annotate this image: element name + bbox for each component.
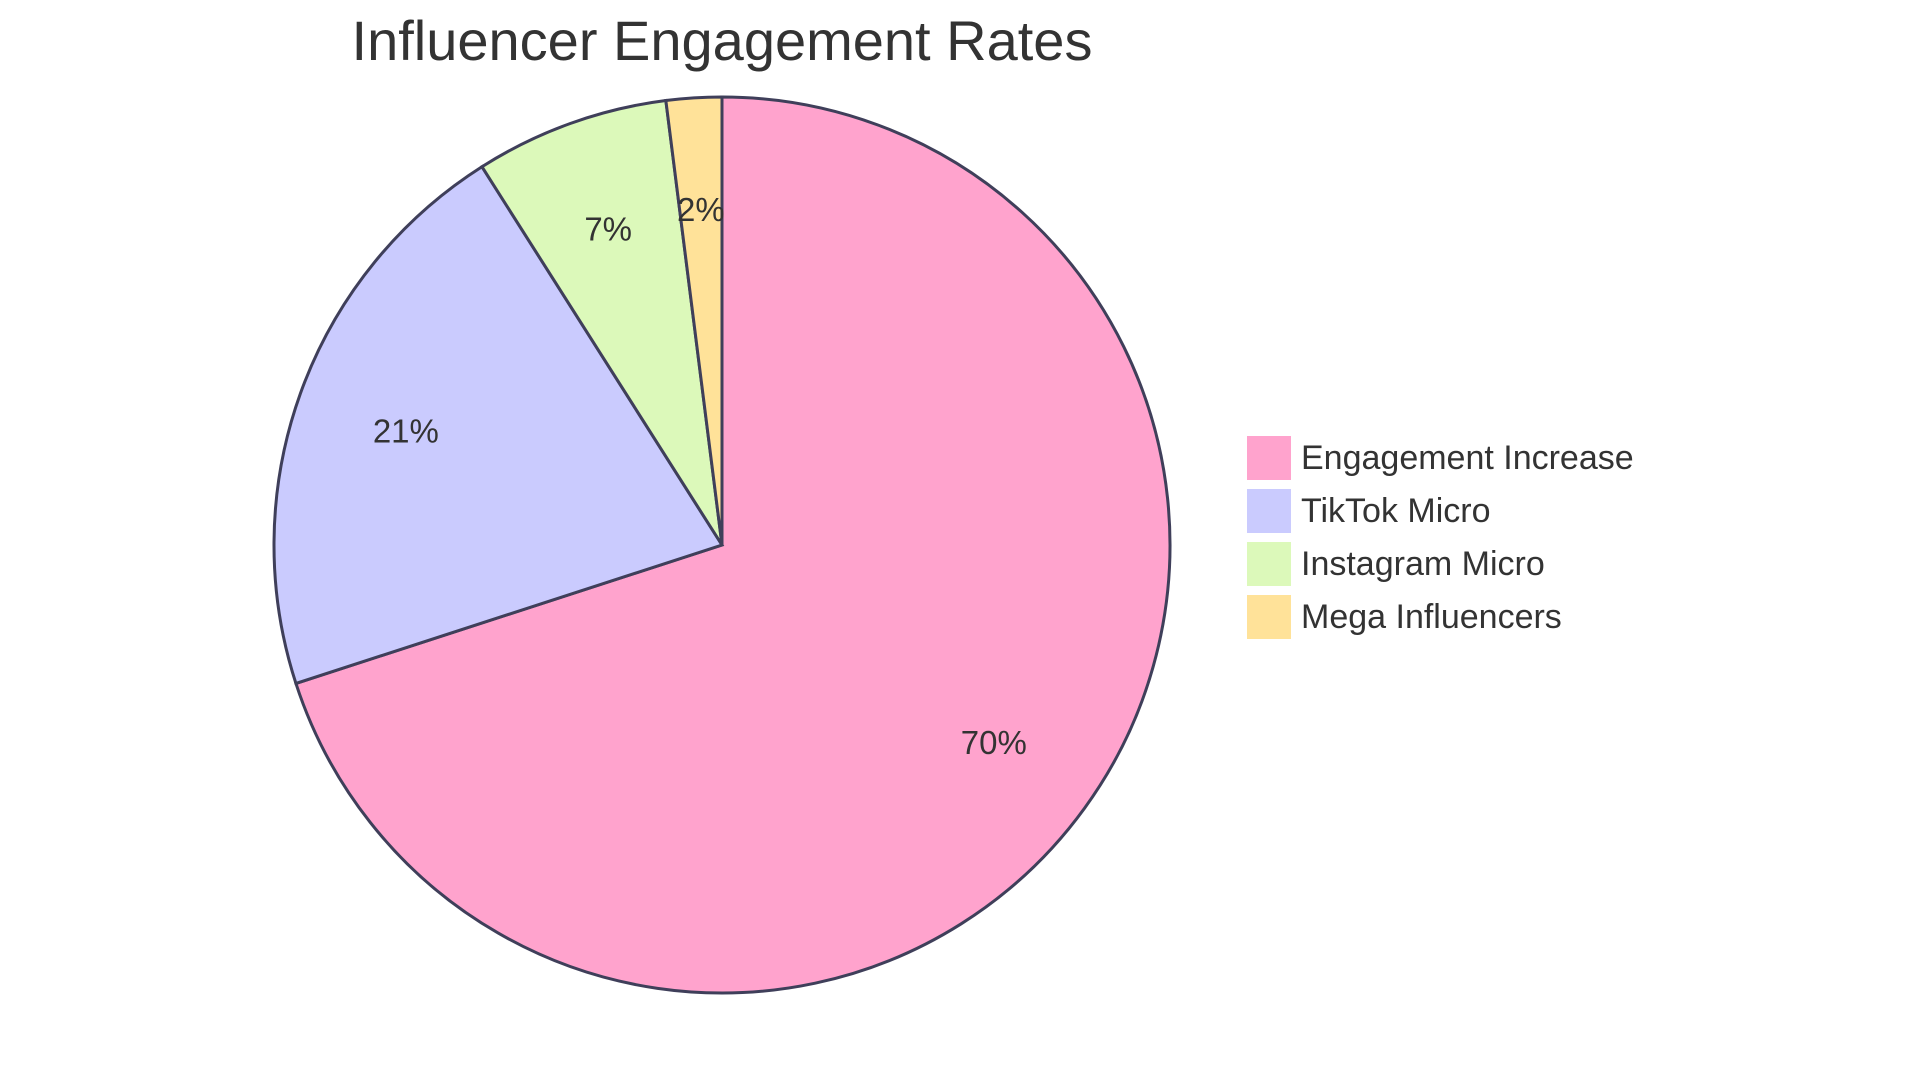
- slice-label-instagram-micro: 7%: [584, 210, 632, 247]
- legend-swatch-tiktok-micro: [1247, 489, 1291, 533]
- legend-swatch-instagram-micro: [1247, 542, 1291, 586]
- pie-slice-labels: 70% 21% 7% 2%: [373, 191, 1027, 761]
- slice-label-engagement-increase: 70%: [961, 724, 1027, 761]
- legend-label-engagement-increase: Engagement Increase: [1301, 439, 1634, 477]
- legend-label-tiktok-micro: TikTok Micro: [1301, 492, 1491, 530]
- pie-slice-tiktok-micro: [272, 164, 725, 686]
- slice-label-mega-influencers: 2%: [677, 191, 725, 228]
- legend-label-mega-influencers: Mega Influencers: [1301, 598, 1562, 636]
- slice-label-tiktok-micro: 21%: [373, 413, 439, 450]
- legend: Engagement Increase TikTok Micro Instagram…: [1247, 436, 1634, 639]
- legend-label-instagram-micro: Instagram Micro: [1301, 545, 1545, 583]
- pie-slice-mega-influencers: [664, 95, 724, 546]
- pie-slice-engagement-increase: [294, 95, 1172, 995]
- pie-slices: [272, 95, 1172, 995]
- legend-swatch-mega-influencers: [1247, 595, 1291, 639]
- chart-title: Influencer Engagement Rates: [352, 9, 1093, 72]
- pie-slice-instagram-micro: [479, 98, 724, 546]
- legend-swatch-engagement-increase: [1247, 436, 1291, 480]
